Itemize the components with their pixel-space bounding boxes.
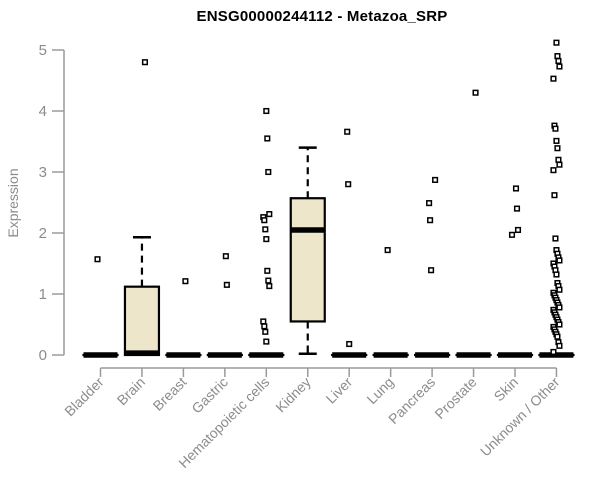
outlier-point: [553, 39, 560, 46]
outlier-point: [554, 145, 561, 152]
outlier-point: [344, 128, 351, 135]
outlier-point: [550, 167, 557, 174]
x-axis-tick-label: Prostate: [431, 374, 479, 422]
boxplot-pancreas: [414, 176, 451, 358]
outlier-point: [554, 53, 561, 60]
boxplot-brain: [123, 59, 161, 357]
outlier-point: [384, 247, 391, 254]
x-axis-tick-label: Brain: [114, 374, 148, 408]
outlier-point: [556, 286, 563, 293]
outlier-point: [512, 185, 520, 192]
outlier-point: [554, 333, 561, 340]
boxplot-prostate: [455, 89, 492, 358]
outlier-point: [263, 236, 270, 243]
outlier-point: [264, 135, 271, 142]
boxplot-unknown-other: [538, 39, 575, 358]
outlier-point: [426, 200, 433, 207]
x-axis-tick-label: Skin: [491, 374, 522, 405]
outlier-point: [222, 253, 229, 260]
outlier-point: [263, 338, 270, 345]
boxplot-gastric: [206, 253, 243, 358]
outlier-point: [432, 176, 439, 183]
outlier-point: [266, 211, 273, 218]
outlier-point: [428, 267, 435, 274]
outlier-point: [345, 181, 352, 188]
x-axis-tick-label: Liver: [323, 374, 356, 407]
outlier-point: [262, 226, 269, 233]
outlier-point: [553, 271, 560, 278]
outlier-point: [513, 205, 521, 212]
outlier-point: [556, 257, 563, 264]
outlier-point: [556, 342, 563, 349]
boxplot-skin: [496, 185, 534, 358]
outlier-point: [260, 318, 267, 325]
outlier-point: [472, 89, 479, 96]
outlier-point: [552, 125, 559, 132]
y-axis-tick-label: 5: [39, 42, 47, 59]
y-axis-tick-label: 4: [39, 103, 47, 120]
box-iqr: [123, 285, 161, 357]
y-axis-tick-label: 0: [39, 347, 47, 364]
outlier-point: [262, 328, 269, 335]
x-axis-tick-label: Breast: [150, 374, 190, 414]
x-axis-tick-label: Bladder: [61, 374, 107, 420]
boxplot-kidney: [289, 146, 326, 356]
outlier-point: [141, 59, 148, 66]
outlier-point: [556, 321, 563, 328]
y-axis-tick-label: 2: [39, 225, 47, 242]
outlier-point: [182, 278, 189, 285]
outlier-point: [261, 323, 268, 330]
outlier-point: [264, 267, 271, 274]
outlier-point: [553, 137, 560, 144]
x-axis-tick-label: Lung: [363, 374, 396, 407]
boxplot-bladder: [82, 256, 119, 358]
outlier-point: [555, 57, 562, 65]
outlier-point: [346, 340, 353, 348]
outlier-point: [427, 217, 434, 224]
boxplot-lung: [372, 247, 409, 358]
outlier-point: [265, 168, 272, 176]
outlier-point: [514, 226, 522, 233]
outlier-point: [508, 231, 516, 238]
outlier-point: [265, 277, 272, 284]
outlier-point: [556, 63, 563, 70]
outlier-point: [550, 75, 557, 82]
outlier-point: [94, 256, 101, 263]
chart-title: ENSG00000244112 - Metazoa_SRP: [196, 8, 448, 25]
boxplot-hematopoietic-cells: [248, 107, 285, 358]
outlier-point: [556, 161, 563, 168]
box-iqr: [289, 197, 326, 323]
y-axis-tick-label: 1: [39, 286, 47, 303]
outlier-point: [263, 107, 270, 115]
outlier-point: [261, 217, 268, 224]
outlier-point: [556, 304, 563, 311]
x-axis-tick-label: Unknown / Other: [477, 374, 563, 460]
y-axis-tick-label: 3: [39, 164, 47, 181]
outlier-point: [552, 235, 559, 242]
outlier-point: [223, 281, 230, 288]
boxplot-liver: [331, 128, 368, 358]
outlier-point: [551, 192, 558, 199]
boxplot-breast: [165, 278, 202, 358]
x-axis-tick-label: Kidney: [272, 374, 314, 416]
outlier-point: [550, 348, 557, 355]
outlier-point: [266, 283, 273, 290]
outlier-point: [555, 156, 562, 163]
